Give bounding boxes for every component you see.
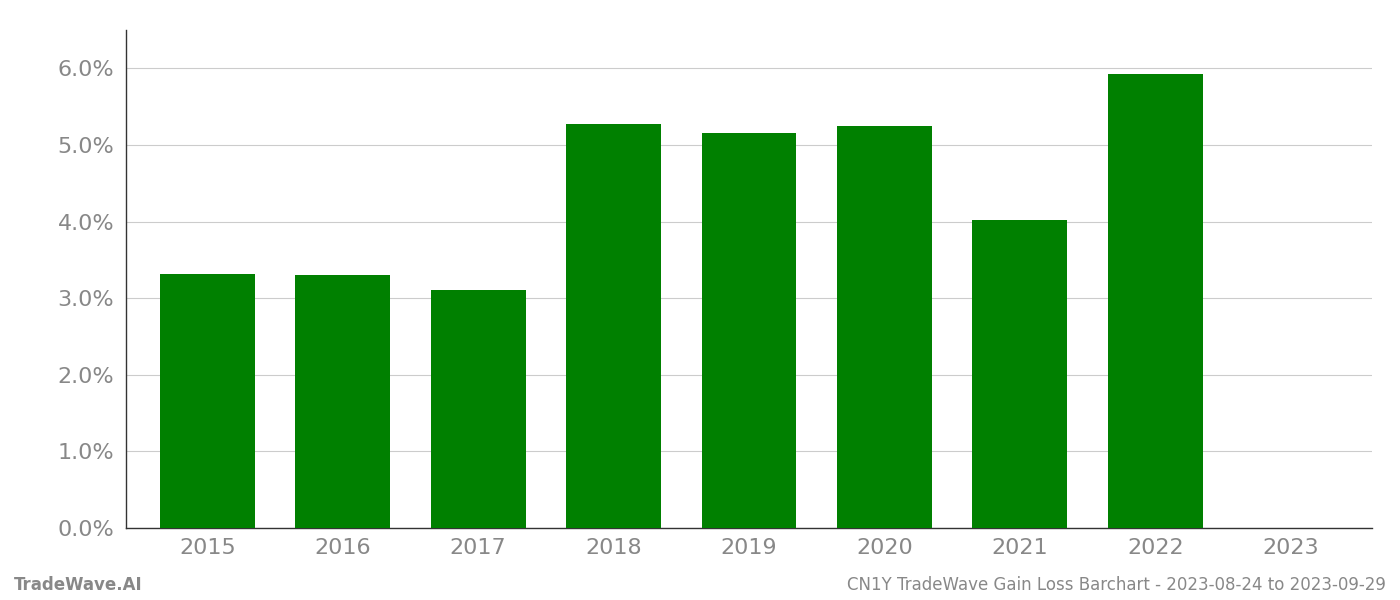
Bar [973, 220, 1067, 528]
Bar [431, 290, 525, 528]
Text: CN1Y TradeWave Gain Loss Barchart - 2023-08-24 to 2023-09-29: CN1Y TradeWave Gain Loss Barchart - 2023… [847, 576, 1386, 594]
Text: TradeWave.AI: TradeWave.AI [14, 576, 143, 594]
Bar [295, 275, 391, 528]
Bar [837, 126, 932, 528]
Bar [1107, 74, 1203, 528]
Bar [160, 274, 255, 528]
Bar [566, 124, 661, 528]
Bar [701, 133, 797, 528]
